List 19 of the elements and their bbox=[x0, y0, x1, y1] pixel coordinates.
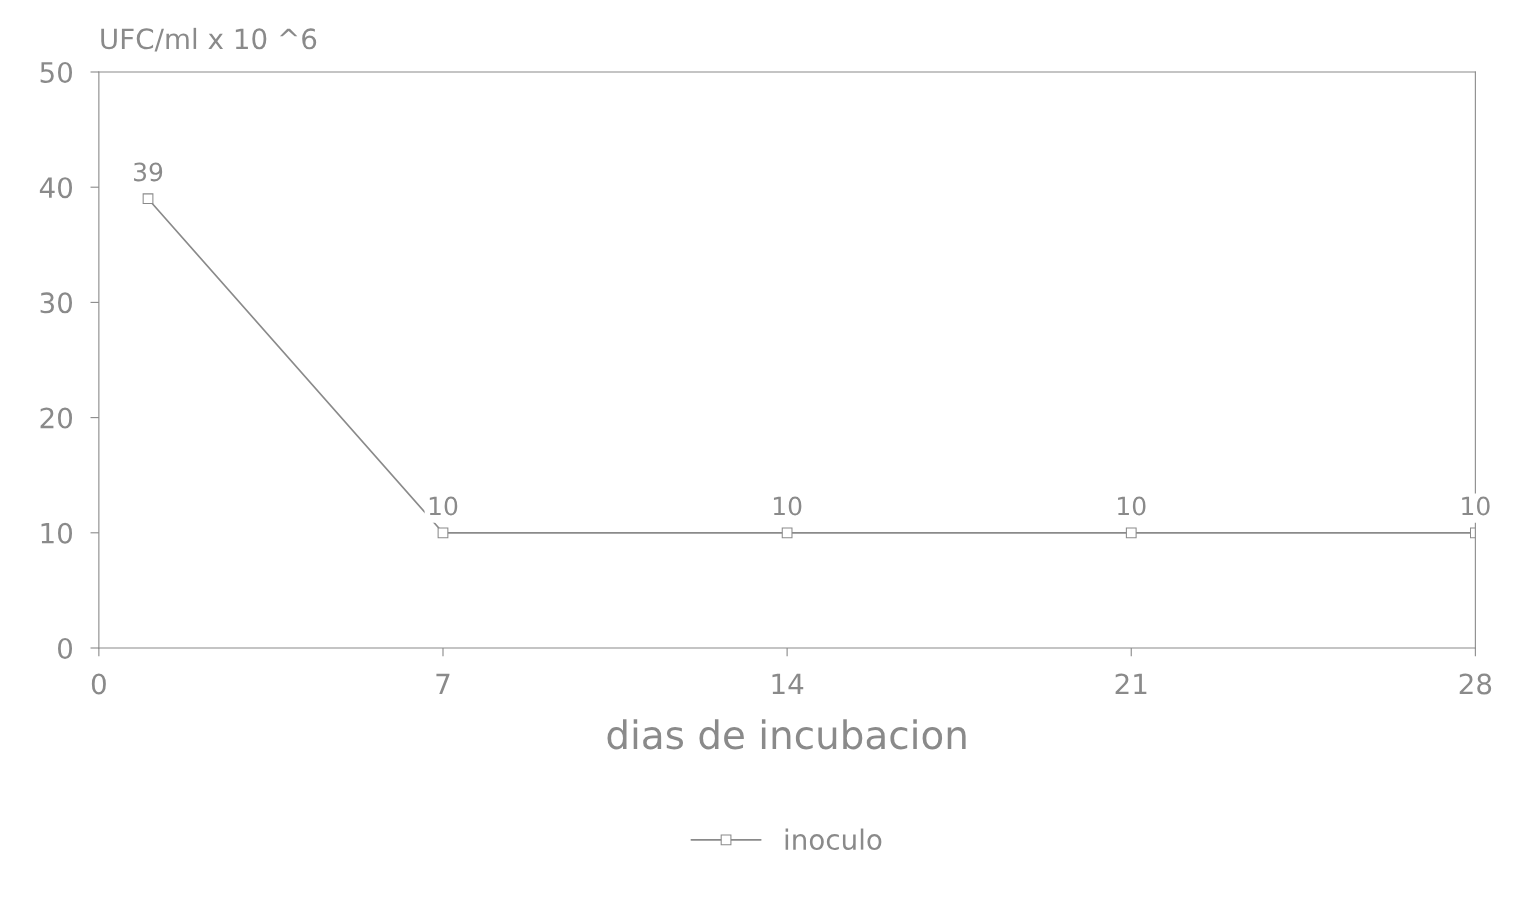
y-tick-label: 20 bbox=[40, 407, 73, 429]
data-label: 10 bbox=[429, 496, 458, 516]
data-label: 10 bbox=[773, 496, 802, 516]
y-tick-label: 50 bbox=[40, 61, 73, 83]
legend-label: inoculo bbox=[785, 828, 882, 851]
y-tick-label: 30 bbox=[40, 292, 73, 314]
x-tick-label: 14 bbox=[772, 673, 804, 695]
data-label: 10 bbox=[1118, 496, 1146, 516]
x-axis-title: dias de incubacion bbox=[607, 719, 966, 750]
x-tick-label: 21 bbox=[1115, 673, 1147, 695]
y-tick-label: 10 bbox=[41, 522, 73, 544]
data-label: 10 bbox=[1462, 496, 1490, 516]
data-label: 39 bbox=[134, 162, 163, 182]
x-tick-label: 28 bbox=[1459, 673, 1492, 695]
y-axis-title: UFC/ml x 10 ^6 bbox=[101, 27, 317, 52]
y-tick-label: 40 bbox=[39, 177, 73, 199]
y-tick-label: 0 bbox=[58, 637, 73, 659]
x-tick-label: 7 bbox=[436, 673, 450, 695]
x-tick-label: 0 bbox=[91, 673, 106, 695]
